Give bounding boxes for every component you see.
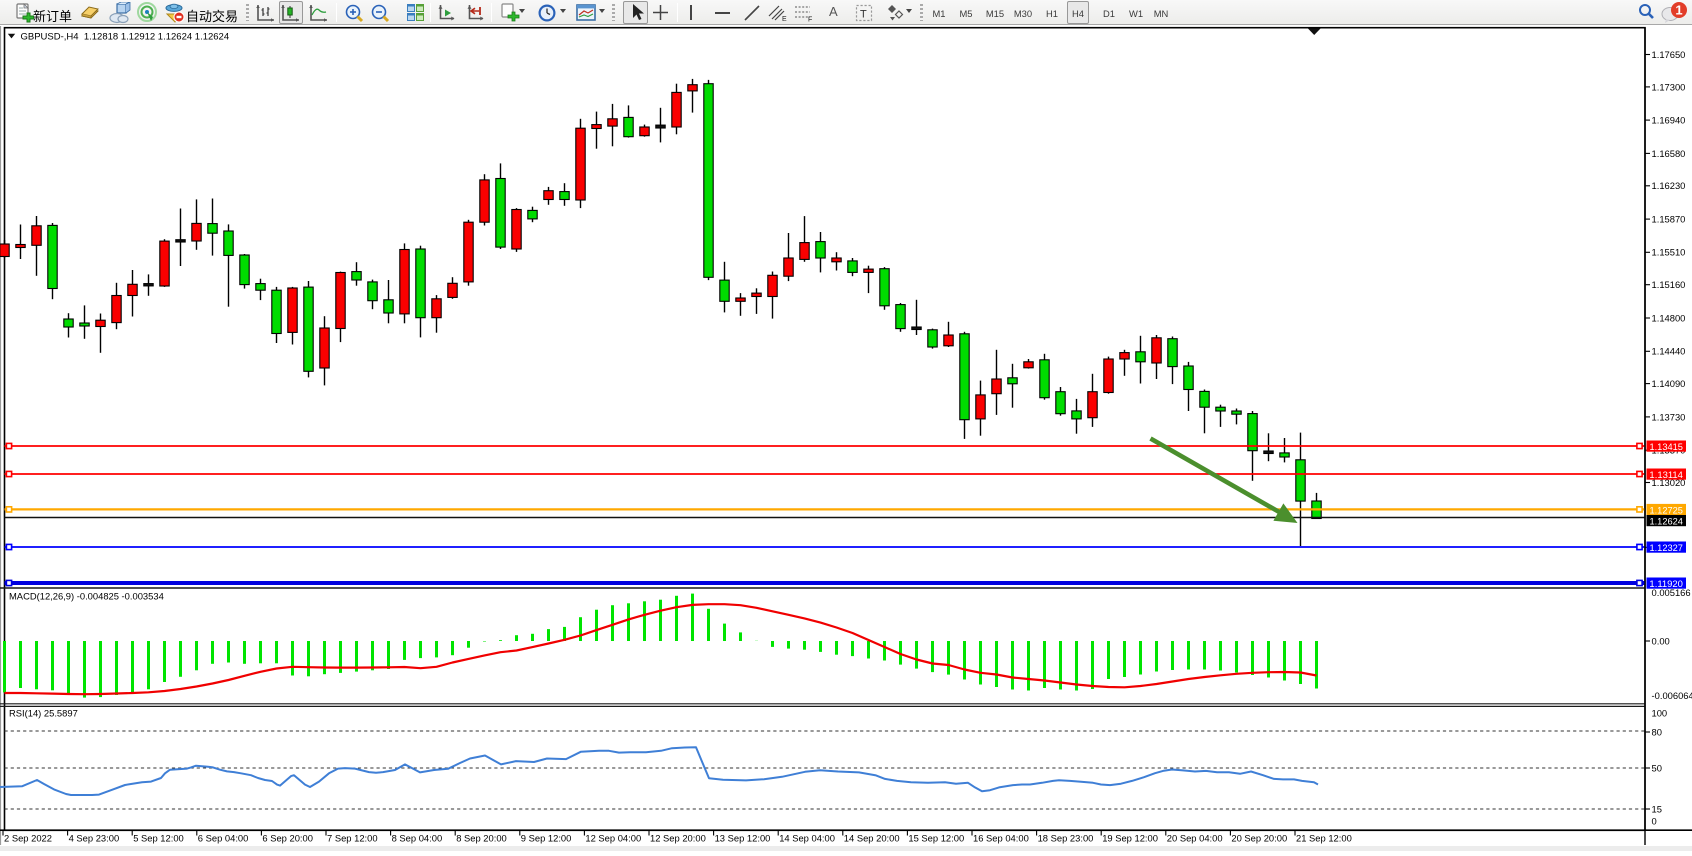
svg-text:14 Sep 04:00: 14 Sep 04:00 xyxy=(779,833,835,844)
svg-text:0: 0 xyxy=(1652,815,1657,826)
svg-text:1.15870: 1.15870 xyxy=(1652,214,1686,225)
svg-text:1: 1 xyxy=(1675,3,1682,18)
svg-text:12 Sep 04:00: 12 Sep 04:00 xyxy=(585,833,641,844)
svg-text:RSI(14) 25.5897: RSI(14) 25.5897 xyxy=(9,708,78,719)
svg-text:T: T xyxy=(860,9,867,21)
svg-text:6 Sep 20:00: 6 Sep 20:00 xyxy=(262,833,313,844)
svg-text:80: 80 xyxy=(1652,726,1662,737)
svg-text:6 Sep 04:00: 6 Sep 04:00 xyxy=(198,833,249,844)
svg-text:50: 50 xyxy=(1652,762,1662,773)
svg-text:14 Sep 20:00: 14 Sep 20:00 xyxy=(844,833,900,844)
svg-text:E: E xyxy=(782,16,787,22)
svg-text:1.15160: 1.15160 xyxy=(1652,279,1686,290)
svg-text:1.13730: 1.13730 xyxy=(1652,411,1686,422)
svg-text:100: 100 xyxy=(1652,708,1668,719)
svg-text:8 Sep 04:00: 8 Sep 04:00 xyxy=(392,833,443,844)
svg-text:18 Sep 23:00: 18 Sep 23:00 xyxy=(1038,833,1094,844)
svg-text:2 Sep 2022: 2 Sep 2022 xyxy=(4,833,52,844)
svg-text:16 Sep 04:00: 16 Sep 04:00 xyxy=(973,833,1029,844)
svg-text:13 Sep 12:00: 13 Sep 12:00 xyxy=(715,833,771,844)
svg-text:12 Sep 20:00: 12 Sep 20:00 xyxy=(650,833,706,844)
svg-text:9 Sep 12:00: 9 Sep 12:00 xyxy=(521,833,572,844)
svg-text:1.16230: 1.16230 xyxy=(1652,180,1686,191)
svg-text:1.11920: 1.11920 xyxy=(1649,578,1683,589)
svg-text:1.17650: 1.17650 xyxy=(1652,49,1686,60)
svg-text:20 Sep 20:00: 20 Sep 20:00 xyxy=(1231,833,1287,844)
svg-text:1.12327: 1.12327 xyxy=(1649,542,1683,553)
svg-text:0.00: 0.00 xyxy=(1652,635,1670,646)
svg-text:1.12624: 1.12624 xyxy=(1649,515,1683,526)
svg-text:15: 15 xyxy=(1652,803,1662,814)
svg-text:1.17300: 1.17300 xyxy=(1652,81,1686,92)
svg-text:1.14090: 1.14090 xyxy=(1652,378,1686,389)
svg-text:7 Sep 12:00: 7 Sep 12:00 xyxy=(327,833,378,844)
svg-text:5 Sep 12:00: 5 Sep 12:00 xyxy=(133,833,184,844)
svg-text:1.16580: 1.16580 xyxy=(1652,148,1686,159)
svg-text:-0.006064: -0.006064 xyxy=(1652,690,1692,701)
svg-text:MACD(12,26,9) -0.004825 -0.003: MACD(12,26,9) -0.004825 -0.003534 xyxy=(9,591,164,602)
svg-text:1.16940: 1.16940 xyxy=(1652,115,1686,126)
svg-text:1.13114: 1.13114 xyxy=(1649,469,1683,480)
svg-text:1.12725: 1.12725 xyxy=(1649,504,1683,515)
svg-text:GBPUSD-,H4 1.12818 1.12912 1.: GBPUSD-,H4 1.12818 1.12912 1.12624 1.126… xyxy=(21,31,230,42)
svg-text:1.15510: 1.15510 xyxy=(1652,247,1686,258)
svg-text:8 Sep 20:00: 8 Sep 20:00 xyxy=(456,833,507,844)
svg-text:1.13415: 1.13415 xyxy=(1649,441,1683,452)
svg-text:1.14800: 1.14800 xyxy=(1652,312,1686,323)
svg-text:F: F xyxy=(808,17,812,23)
svg-text:4 Sep 23:00: 4 Sep 23:00 xyxy=(69,833,120,844)
svg-text:1.14440: 1.14440 xyxy=(1652,346,1686,357)
svg-text:20 Sep 04:00: 20 Sep 04:00 xyxy=(1167,833,1223,844)
svg-text:19 Sep 12:00: 19 Sep 12:00 xyxy=(1102,833,1158,844)
svg-text:15 Sep 12:00: 15 Sep 12:00 xyxy=(908,833,964,844)
svg-text:21 Sep 12:00: 21 Sep 12:00 xyxy=(1296,833,1352,844)
